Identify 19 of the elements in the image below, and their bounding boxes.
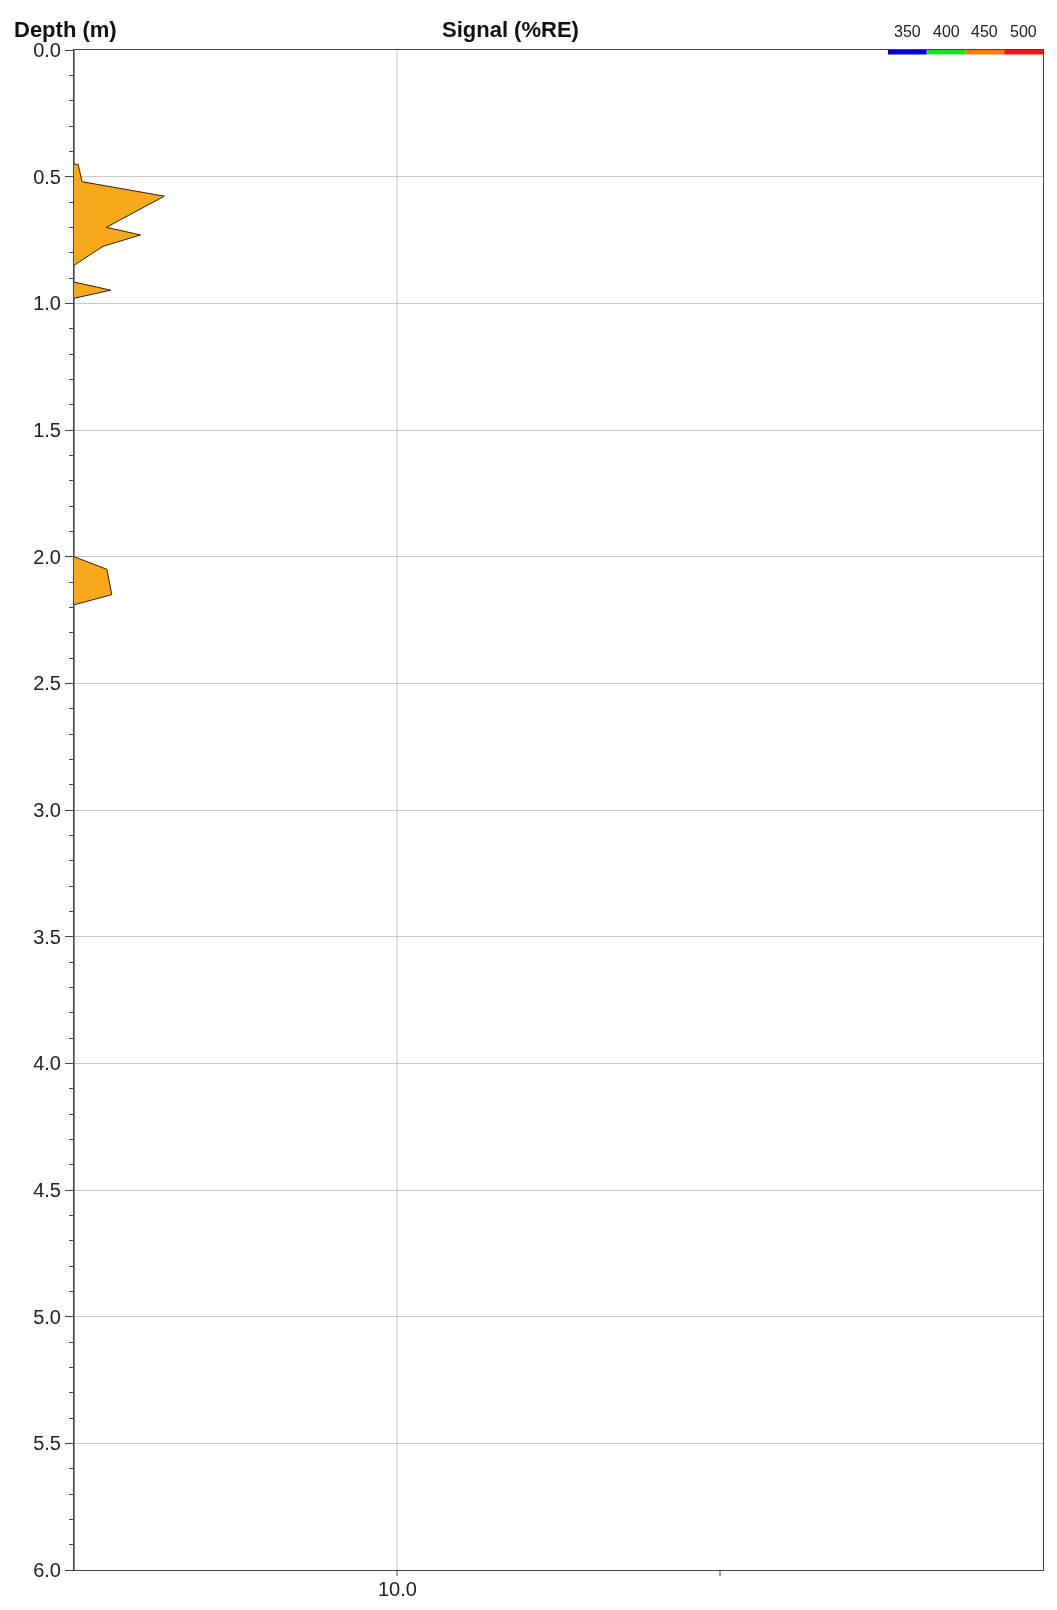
y-tick-label: 2.0 (33, 545, 61, 568)
y-tick-label: 3.5 (33, 925, 61, 948)
y-tick-label: 3.0 (33, 799, 61, 821)
y-tick-label: 4.0 (33, 1052, 61, 1075)
y-tick-label: 2.5 (33, 672, 61, 695)
text: 400 (933, 23, 960, 40)
y-tick-label: 0.5 (33, 165, 61, 188)
y-tick-label: 5.5 (33, 1432, 61, 1455)
text: 10.0 (378, 1578, 417, 1600)
y-tick-label: 6.0 (33, 1559, 61, 1581)
y-tick-label: 1.0 (33, 292, 61, 315)
text: 350 (894, 23, 921, 40)
text: 500 (1010, 23, 1037, 40)
y-axis-title: Depth (m) (14, 17, 117, 42)
y-tick-label: 4.5 (33, 1179, 61, 1201)
text: 450 (971, 23, 998, 40)
y-tick-label: 1.5 (33, 419, 61, 441)
y-tick-label: 5.0 (33, 1305, 61, 1328)
text: Signal (%RE) (442, 17, 579, 42)
